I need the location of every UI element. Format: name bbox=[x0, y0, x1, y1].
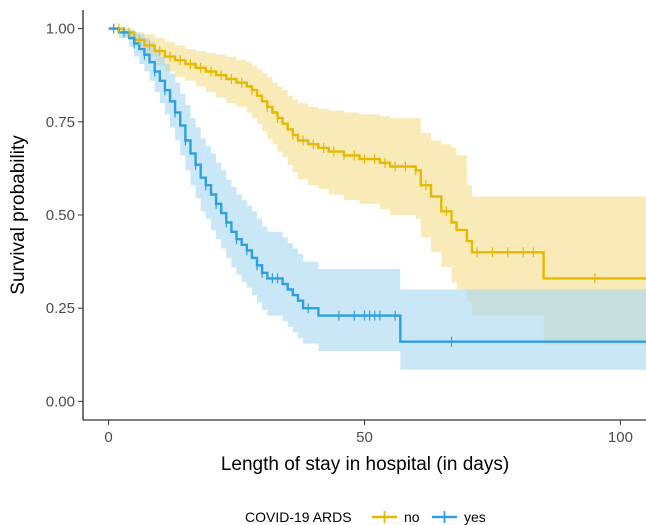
survival-curves bbox=[108, 27, 646, 343]
y-axis-title: Survival probability bbox=[8, 135, 29, 295]
confidence-bands bbox=[108, 28, 646, 370]
legend-label-no: no bbox=[404, 509, 420, 525]
tick-labels: 0 50 100 0.00 0.25 0.50 0.75 1.00 bbox=[46, 21, 633, 446]
x-axis-title: Length of stay in hospital (in days) bbox=[221, 454, 509, 475]
tick-marks bbox=[78, 28, 621, 425]
censor-marks bbox=[113, 23, 596, 347]
y-tick-label: 0.50 bbox=[46, 207, 75, 224]
survival-line-no bbox=[108, 27, 646, 280]
legend-key-yes bbox=[432, 511, 457, 523]
survival-line-yes bbox=[108, 27, 646, 343]
y-tick-label: 0.00 bbox=[46, 393, 75, 410]
confidence-band-no bbox=[108, 28, 646, 346]
y-tick-label: 1.00 bbox=[46, 21, 75, 38]
legend-title: COVID-19 ARDS bbox=[245, 509, 352, 525]
y-tick-label: 0.25 bbox=[46, 300, 75, 317]
x-tick-label: 0 bbox=[104, 429, 112, 446]
legend: COVID-19 ARDS no yes bbox=[245, 509, 486, 525]
legend-key-no bbox=[372, 511, 397, 523]
legend-label-yes: yes bbox=[464, 509, 486, 525]
x-tick-label: 50 bbox=[356, 429, 373, 446]
x-tick-label: 100 bbox=[608, 429, 633, 446]
y-tick-label: 0.75 bbox=[46, 114, 75, 131]
